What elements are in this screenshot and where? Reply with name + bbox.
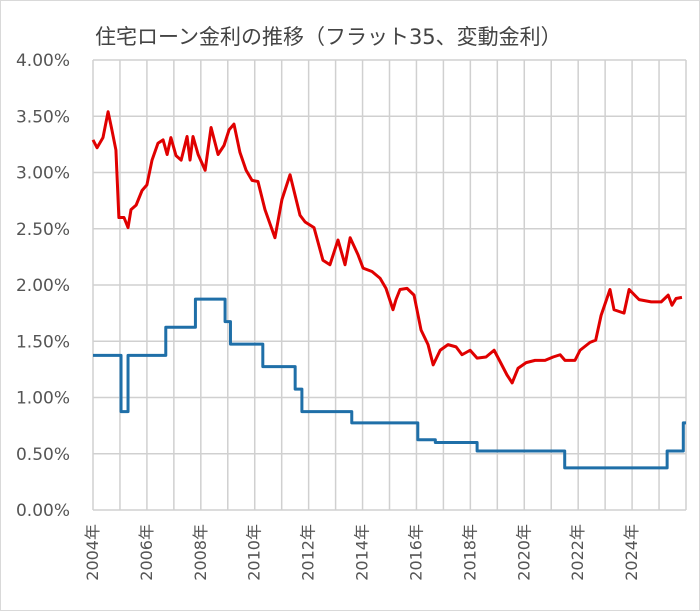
x-tick-label: 2014年	[353, 524, 372, 581]
x-axis: 2004年 2006年 2008年 2010年 2012年 2014年 2016年 2018年…	[83, 524, 641, 581]
x-tick-label: 2020年	[514, 524, 533, 581]
grid	[92, 59, 687, 511]
series-flat35-line	[91, 110, 683, 385]
x-tick-label: 2006年	[137, 524, 156, 581]
y-tick-label: 0.50%	[16, 445, 70, 465]
y-tick-label: 4.00%	[16, 51, 70, 71]
series-lines	[91, 110, 687, 470]
y-axis: 0.00% 0.50% 1.00% 1.50% 2.00% 2.50% 3.00% 3.50%…	[16, 51, 70, 521]
y-tick-label: 2.00%	[16, 276, 70, 296]
x-tick-label: 2008年	[191, 524, 210, 581]
y-tick-label: 3.00%	[16, 164, 70, 184]
x-tick-label: 2004年	[83, 524, 102, 581]
x-tick-label: 2022年	[568, 524, 587, 581]
x-tick-label: 2016年	[406, 524, 425, 581]
y-tick-label: 1.50%	[16, 332, 70, 352]
x-tick-label: 2012年	[299, 524, 318, 581]
chart-title: 住宅ローン金利の推移（フラット35、変動金利）	[95, 25, 562, 49]
y-tick-label: 3.50%	[16, 107, 70, 127]
x-tick-label: 2018年	[460, 524, 479, 581]
y-tick-label: 2.50%	[16, 220, 70, 240]
x-tick-label: 2024年	[622, 524, 641, 581]
x-tick-label: 2010年	[245, 524, 264, 581]
y-tick-label: 0.00%	[16, 501, 70, 521]
y-tick-label: 1.00%	[16, 389, 70, 409]
series-variable-rate-line	[93, 297, 686, 470]
